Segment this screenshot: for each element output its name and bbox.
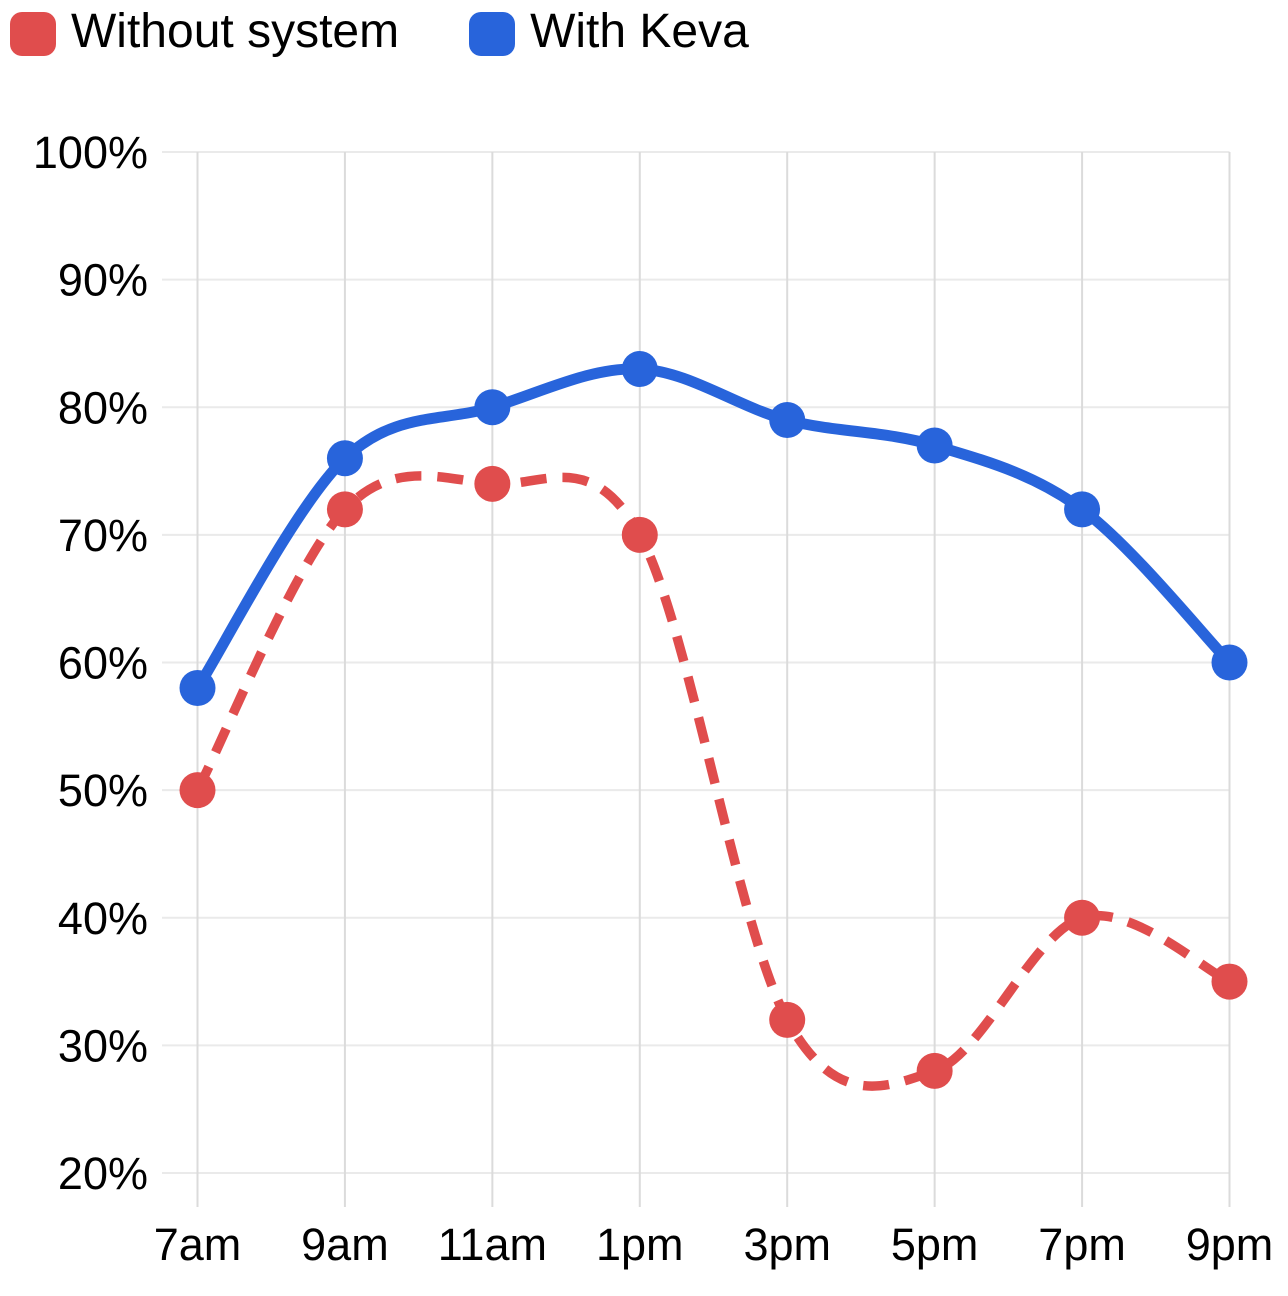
- y-tick-label: 100%: [33, 127, 148, 178]
- legend-item-without-system[interactable]: Without system: [10, 8, 399, 60]
- data-point-without-system-7pm[interactable]: [1064, 899, 1101, 936]
- data-point-without-system-9pm[interactable]: [1211, 963, 1248, 1000]
- data-point-with-keva-7pm[interactable]: [1064, 491, 1101, 528]
- series-line-with-keva: [192, 363, 1234, 691]
- y-tick-label: 80%: [58, 382, 148, 433]
- legend-label-without-system: Without system: [71, 5, 400, 58]
- legend-label-with-keva: With Keva: [530, 5, 749, 58]
- y-tick-label: 60%: [58, 638, 148, 689]
- y-tick-label: 20%: [58, 1148, 148, 1199]
- legend-swatch-with-keva-icon: [469, 12, 516, 56]
- legend-swatch-without-system-icon: [10, 12, 56, 56]
- x-tick-label: 11am: [438, 1219, 547, 1270]
- data-point-with-keva-3pm[interactable]: [769, 402, 806, 439]
- data-point-without-system-5pm[interactable]: [916, 1052, 953, 1089]
- x-tick-label: 1pm: [596, 1219, 684, 1270]
- data-point-with-keva-9am[interactable]: [326, 440, 363, 477]
- chart-legend: Without system With Keva: [10, 8, 749, 60]
- y-tick-label: 70%: [58, 510, 148, 561]
- y-tick-label: 50%: [58, 765, 148, 816]
- legend-item-with-keva[interactable]: With Keva: [469, 8, 749, 60]
- data-point-with-keva-7am[interactable]: [179, 670, 216, 707]
- x-tick-label: 7am: [154, 1219, 242, 1270]
- x-tick-label: 3pm: [743, 1219, 831, 1270]
- data-point-without-system-7am[interactable]: [179, 772, 216, 809]
- x-tick-label: 9am: [301, 1219, 389, 1270]
- x-tick-label: 9pm: [1186, 1219, 1274, 1270]
- data-point-without-system-11am[interactable]: [474, 465, 511, 502]
- y-tick-label: 30%: [58, 1020, 148, 1071]
- x-tick-label: 5pm: [891, 1219, 979, 1270]
- data-point-with-keva-11am[interactable]: [474, 389, 511, 426]
- data-point-with-keva-5pm[interactable]: [916, 427, 953, 464]
- data-point-without-system-3pm[interactable]: [769, 1001, 806, 1038]
- data-point-without-system-1pm[interactable]: [621, 516, 658, 553]
- data-point-with-keva-9pm[interactable]: [1211, 644, 1248, 681]
- x-tick-label: 7pm: [1038, 1219, 1126, 1270]
- series-line-without-system: [193, 471, 1232, 1091]
- y-tick-label: 90%: [58, 255, 148, 306]
- data-point-without-system-9am[interactable]: [326, 491, 363, 528]
- data-point-with-keva-1pm[interactable]: [621, 350, 658, 387]
- y-tick-label: 40%: [58, 893, 148, 944]
